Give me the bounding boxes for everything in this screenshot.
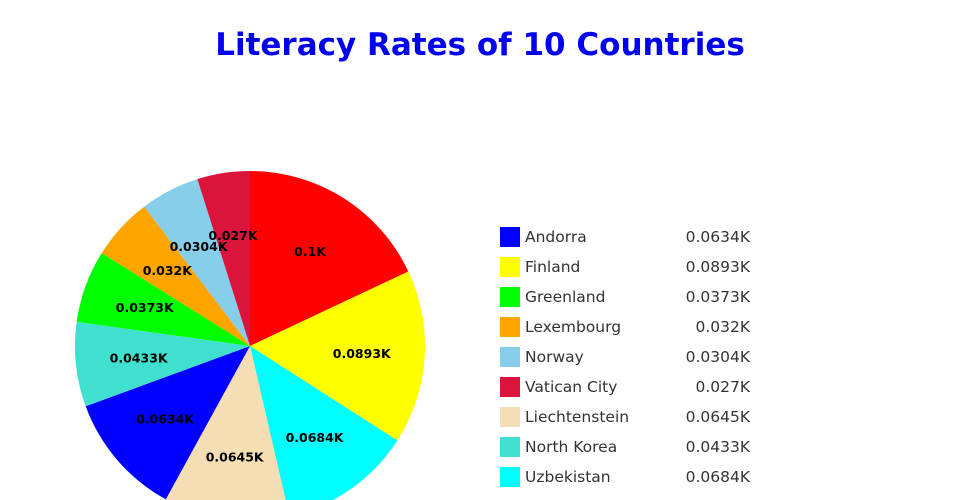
legend-label: Liechtenstein: [525, 408, 630, 426]
legend-label: Lexembourg: [525, 318, 622, 336]
legend-value: 0.0433K: [685, 438, 750, 456]
pie-slice-liechtenstein-3[interactable]: [165, 346, 290, 500]
pie-slice-north-korea-5[interactable]: [75, 321, 251, 407]
legend-value: 0.0645K: [685, 408, 750, 426]
legend-label: North Korea: [525, 438, 618, 456]
legend-swatch: [500, 407, 520, 427]
pie-slice-label-0: 0.1K: [294, 244, 327, 259]
legend-label: Andorra: [525, 228, 587, 246]
pie-slice-lexembourg-7[interactable]: [101, 206, 250, 346]
legend-swatch: [500, 347, 520, 367]
legend-item-uzbekistan[interactable]: Uzbekistan 0.0684K: [500, 466, 760, 496]
pie-slices: [75, 171, 425, 500]
pie-slice-label-1: 0.0893K: [333, 346, 392, 361]
legend-label: Finland: [525, 258, 581, 276]
legend-value: 0.0893K: [685, 258, 750, 276]
pie-slice-label-2: 0.0684K: [286, 430, 345, 445]
legend-label: Greenland: [525, 288, 606, 306]
pie-slice-greenland-6[interactable]: [76, 253, 250, 346]
legend-item-lexembourg[interactable]: Lexembourg 0.032K: [500, 316, 760, 346]
legend-label: Uzbekistan: [525, 468, 611, 486]
legend-value: 0.032K: [695, 318, 750, 336]
legend-swatch: [500, 467, 520, 487]
legend-swatch: [500, 437, 520, 457]
legend-value: 0.0373K: [685, 288, 750, 306]
pie-slice-norway-8[interactable]: [144, 179, 250, 346]
legend-swatch: [500, 227, 520, 247]
legend-item-vatican-city[interactable]: Vatican City 0.027K: [500, 376, 760, 406]
legend-swatch: [500, 257, 520, 277]
legend-value: 0.027K: [695, 378, 750, 396]
legend-item-north-korea[interactable]: North Korea 0.0433K: [500, 436, 760, 466]
pie-slice-label-9: 0.027K: [208, 228, 259, 243]
pie-slice-vatican-city-0[interactable]: [250, 171, 409, 346]
legend-item-greenland[interactable]: Greenland 0.0373K: [500, 286, 760, 316]
chart-title: Literacy Rates of 10 Countries: [215, 27, 745, 63]
pie-slice-label-4: 0.0634K: [136, 412, 195, 427]
pie-slice-andorra-4[interactable]: [85, 346, 250, 500]
legend: Andorra 0.0634K Finland 0.0893K Greenland 0.0…: [500, 226, 760, 496]
legend-item-andorra[interactable]: Andorra 0.0634K: [500, 226, 760, 256]
legend-swatch: [500, 317, 520, 337]
pie-slice-label-7: 0.032K: [143, 263, 194, 278]
pie-slice-label-3: 0.0645K: [206, 449, 265, 464]
pie-slice-label-5: 0.0433K: [110, 350, 169, 365]
legend-item-finland[interactable]: Finland 0.0893K: [500, 256, 760, 286]
pie-slice-label-8: 0.0304K: [170, 239, 229, 254]
legend-item-norway[interactable]: Norway 0.0304K: [500, 346, 760, 376]
legend-swatch: [500, 287, 520, 307]
pie-slice-labels: 0.1K 0.0893K 0.0684K 0.0645K 0.0634K 0.0433K 0…: [110, 228, 392, 465]
legend-value: 0.0634K: [685, 228, 750, 246]
legend-label: Norway: [525, 348, 584, 366]
legend-value: 0.0304K: [685, 348, 750, 366]
legend-item-liechtenstein[interactable]: Liechtenstein 0.0645K: [500, 406, 760, 436]
pie-slice-vatican-city-9[interactable]: [197, 171, 250, 346]
legend-swatch: [500, 377, 520, 397]
pie-slice-uzbekistan-2[interactable]: [250, 346, 398, 500]
legend-label: Vatican City: [525, 378, 618, 396]
legend-value: 0.0684K: [685, 468, 750, 486]
pie-slice-label-6: 0.0373K: [116, 300, 175, 315]
pie-slice-finland-1[interactable]: [250, 271, 425, 441]
